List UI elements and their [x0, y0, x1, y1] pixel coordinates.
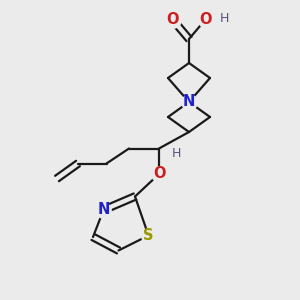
Text: O: O — [166, 12, 179, 27]
Text: H: H — [172, 147, 181, 161]
Text: H: H — [220, 12, 229, 25]
Text: O: O — [199, 12, 212, 27]
Text: O: O — [153, 167, 165, 182]
Text: N: N — [97, 202, 110, 217]
Text: S: S — [143, 228, 154, 243]
Text: N: N — [183, 94, 195, 110]
